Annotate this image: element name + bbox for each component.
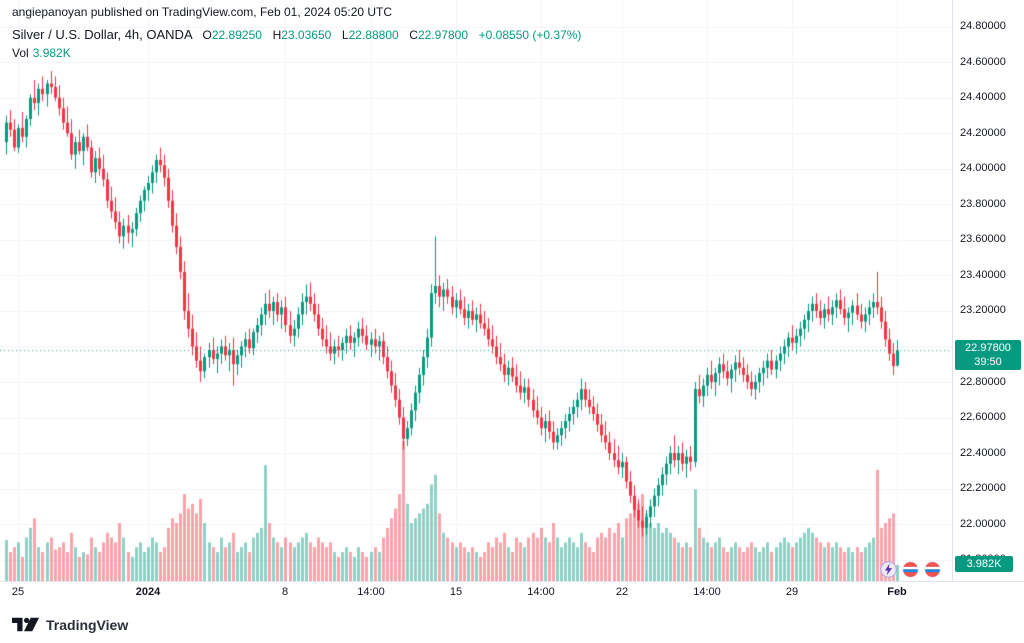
price-axis-label: 22.00000 <box>960 517 1006 530</box>
time-axis-label: 14:00 <box>693 586 721 598</box>
bar-countdown: 39:50 <box>974 356 1002 369</box>
low-label: L <box>341 28 349 42</box>
time-axis-label: 22 <box>615 586 629 598</box>
change-value: +0.08550 (+0.37%) <box>478 28 582 42</box>
volume-value: 3.982K <box>32 46 71 60</box>
reaction-ball-icon-2[interactable] <box>924 561 941 578</box>
price-axis-label: 24.20000 <box>960 126 1006 139</box>
price-axis-label: 23.60000 <box>960 233 1006 246</box>
price-axis-label: 24.40000 <box>960 91 1006 104</box>
price-axis[interactable]: 22.97800 39:50 3.982K 24.80000 24.60000 24… <box>952 0 1024 601</box>
price-axis-label: 22.40000 <box>960 446 1006 459</box>
time-axis-label: 8 <box>281 586 289 598</box>
time-axis-label: 25 <box>11 586 25 598</box>
time-axis-label: 14:00 <box>527 586 555 598</box>
price-axis-label: 24.00000 <box>960 162 1006 175</box>
time-axis[interactable]: 25 2024 8 14:00 15 14:00 22 14:00 29 Feb <box>0 581 1024 602</box>
volume-label: Vol <box>12 46 29 60</box>
time-axis-label: 29 <box>785 586 799 598</box>
symbol-title[interactable]: Silver / U.S. Dollar, 4h, OANDA <box>12 27 192 42</box>
price-axis-label: 22.20000 <box>960 482 1006 495</box>
price-axis-label: 23.40000 <box>960 268 1006 281</box>
price-axis-label: 24.80000 <box>960 20 1006 33</box>
high-label: H <box>272 28 282 42</box>
open-label: O <box>202 28 212 42</box>
last-price-value: 22.97800 <box>965 342 1011 355</box>
low-value: 22.88800 <box>348 28 399 42</box>
price-axis-label: 22.60000 <box>960 411 1006 424</box>
reaction-ball-icon-1[interactable] <box>902 561 919 578</box>
time-axis-label: 2024 <box>135 586 161 598</box>
tradingview-logo-text: TradingView <box>46 616 129 633</box>
last-price-badge: 22.97800 39:50 <box>955 340 1021 371</box>
time-axis-label: 15 <box>449 586 463 598</box>
time-axis-label: 14:00 <box>357 586 385 598</box>
close-value: 22.97800 <box>417 28 469 42</box>
tradingview-logo[interactable]: TradingView <box>12 616 128 633</box>
price-axis-label: 22.80000 <box>960 375 1006 388</box>
volume-badge: 3.982K <box>955 555 1013 572</box>
candlestick-chart[interactable] <box>0 0 952 581</box>
price-axis-label: 23.80000 <box>960 197 1006 210</box>
close-label: C <box>409 28 418 42</box>
tradingview-logo-icon <box>12 617 39 632</box>
attribution-text: angiepanoyan published on TradingView.co… <box>12 5 393 19</box>
high-value: 23.03650 <box>281 28 332 42</box>
volume-legend: Vol 3.982K <box>12 46 71 60</box>
reaction-lightning-icon[interactable] <box>880 561 897 578</box>
reaction-buttons <box>880 561 941 578</box>
chart-legend: Silver / U.S. Dollar, 4h, OANDA O22.8925… <box>12 27 581 42</box>
price-axis-label: 23.20000 <box>960 304 1006 317</box>
open-value: 22.89250 <box>211 28 262 42</box>
time-axis-label: Feb <box>887 586 907 598</box>
price-axis-label: 24.60000 <box>960 55 1006 68</box>
